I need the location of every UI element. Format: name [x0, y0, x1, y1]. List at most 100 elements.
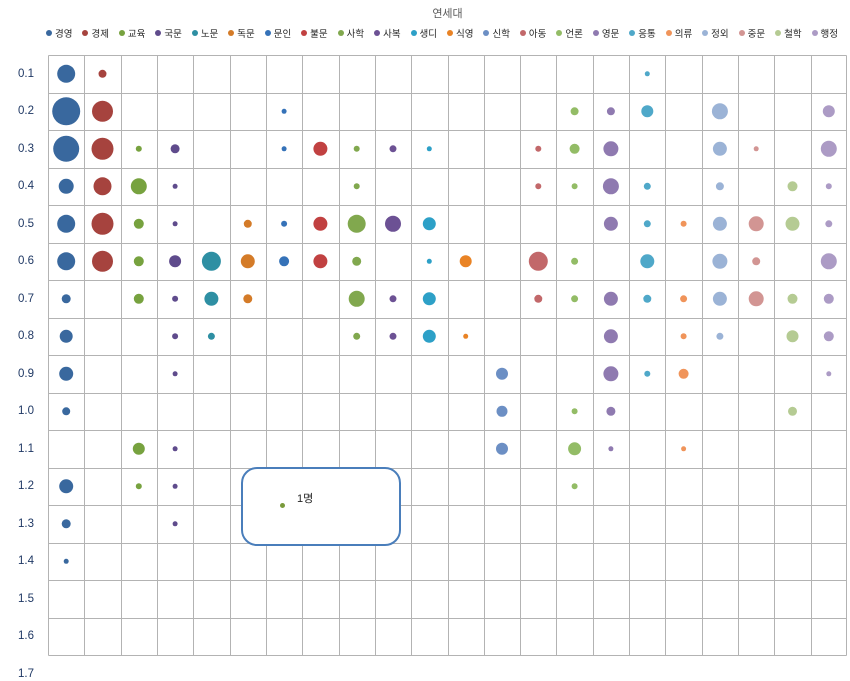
- y-tick-label: 1.4: [18, 555, 34, 568]
- y-tick-label: 0.4: [18, 180, 34, 193]
- bubble: [603, 291, 618, 306]
- bubble: [753, 146, 759, 152]
- bubble: [570, 107, 579, 116]
- bubble: [568, 442, 582, 456]
- size-legend-callout[interactable]: 1명: [241, 467, 401, 546]
- bubble: [133, 256, 144, 267]
- bubble: [571, 295, 579, 303]
- bubble: [643, 294, 652, 303]
- bubble: [98, 69, 107, 78]
- bubble: [169, 255, 182, 268]
- y-tick-label: 1.2: [18, 480, 34, 493]
- bubble: [788, 406, 797, 416]
- legend-marker-icon: [446, 30, 453, 36]
- bubble: [820, 253, 837, 270]
- legend-item: 응통: [629, 26, 665, 40]
- legend-item: 경영: [46, 26, 82, 40]
- legend-item-label: 의류: [674, 29, 693, 40]
- bubble: [571, 257, 579, 265]
- bubble: [58, 178, 74, 194]
- bubble: [644, 71, 650, 77]
- bubble: [353, 332, 361, 340]
- legend-item: 사학: [337, 26, 374, 40]
- bubble: [281, 146, 287, 152]
- bubble: [787, 293, 798, 304]
- legend-item-label: 경영: [55, 29, 73, 40]
- bubble: [91, 137, 114, 160]
- bubble: [135, 483, 142, 490]
- y-axis-tick-labels: 0.1 0.2 0.3 0.4 0.5 0.6 0.7 0.8 0.9 1.0 1.1 1.2 1.3 1…: [0, 55, 40, 680]
- bubble: [385, 215, 401, 232]
- bubble: [748, 216, 764, 232]
- bubble: [57, 64, 76, 83]
- legend-item-label: 노문: [200, 29, 219, 40]
- bubble: [389, 145, 397, 153]
- bubble: [53, 135, 80, 162]
- bubble: [240, 254, 255, 269]
- y-tick-label: 0.6: [18, 255, 34, 268]
- bubble: [716, 332, 724, 340]
- bubble: [640, 254, 655, 269]
- bubble: [243, 294, 253, 304]
- legend-item: 노문: [191, 26, 228, 40]
- y-tick-label: 1.6: [18, 630, 34, 643]
- bubble: [353, 145, 360, 152]
- legend-marker-icon: [519, 30, 526, 36]
- bubble: [313, 141, 328, 156]
- bubble: [93, 177, 112, 196]
- legend-marker-icon: [629, 30, 636, 36]
- bubble: [571, 483, 578, 490]
- bubble: [57, 252, 76, 271]
- bubble: [347, 214, 366, 233]
- bubble: [62, 407, 71, 416]
- bubble: [643, 182, 651, 190]
- legend-item-label: 생디: [419, 29, 438, 40]
- bubble: [678, 368, 689, 379]
- legend-item: 행정: [811, 26, 848, 40]
- bubble: [823, 331, 834, 342]
- plot-area: [48, 55, 847, 656]
- bubble: [92, 250, 113, 272]
- legend-item: 국문: [155, 26, 191, 40]
- legend-item: 문인: [264, 26, 301, 40]
- bubble: [643, 220, 651, 228]
- bubble: [172, 483, 178, 489]
- legend-item: 사복: [374, 26, 410, 40]
- bubble: [172, 295, 179, 302]
- bubble: [279, 256, 290, 267]
- bubble: [752, 257, 761, 266]
- bubble: [787, 181, 798, 192]
- bubble: [823, 293, 834, 304]
- bubble: [204, 291, 219, 306]
- bubble: [281, 108, 287, 114]
- bubble: [608, 446, 614, 452]
- bubble: [59, 366, 74, 381]
- bubble: [130, 178, 147, 195]
- bubble: [463, 333, 469, 339]
- legend-item-label: 정외: [711, 29, 729, 40]
- legend-item: 중문: [738, 26, 775, 40]
- bubble: [422, 329, 436, 343]
- y-tick-label: 0.9: [18, 367, 34, 380]
- bubble: [135, 145, 142, 152]
- legend-marker-icon: [337, 30, 344, 36]
- bubble: [528, 251, 548, 271]
- bubble: [61, 519, 71, 529]
- legend-marker-icon: [811, 30, 818, 36]
- bubbles: [52, 64, 837, 564]
- y-tick-label: 1.5: [18, 592, 34, 605]
- bubble: [389, 332, 397, 340]
- legend-item-label: 문인: [273, 29, 292, 40]
- bubble: [313, 216, 328, 231]
- bubble-grid: [48, 55, 847, 656]
- legend-item-label: 신학: [492, 29, 510, 40]
- bubble: [172, 183, 178, 189]
- bubble: [569, 143, 580, 154]
- bubble: [353, 183, 360, 190]
- bubble: [603, 141, 619, 157]
- bubble: [133, 218, 144, 229]
- bubble: [825, 220, 833, 228]
- legend-item-label: 영문: [601, 29, 620, 40]
- y-tick-label: 1.3: [18, 517, 34, 530]
- legend-item: 생디: [410, 26, 447, 40]
